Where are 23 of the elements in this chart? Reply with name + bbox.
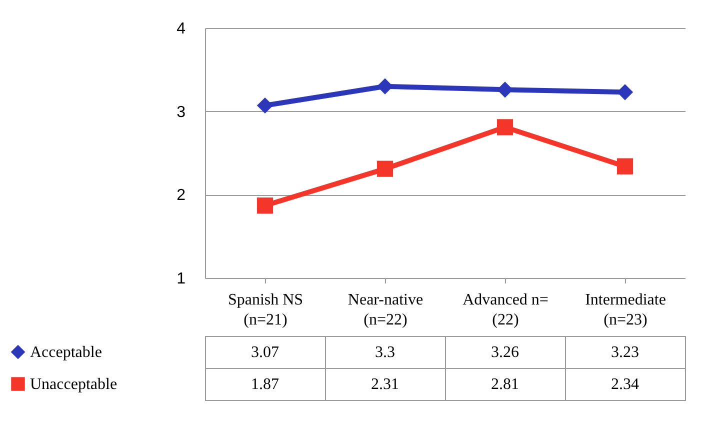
y-tick-label: 4 [176,20,186,38]
legend-label: Acceptable [30,344,102,361]
x-tick-label: Near-native (n=22) [348,292,424,328]
x-tick-label: Spanish NS (n=21) [228,292,304,328]
data-label: 2.34 [611,376,639,393]
point [376,160,394,177]
data-label: 3.26 [491,344,519,361]
data-label: 3.23 [611,344,639,361]
data-label: 2.31 [371,376,399,393]
data-label: 3.07 [251,344,279,361]
data-label: 3.3 [375,344,395,361]
point [256,97,274,114]
data-label: 2.81 [491,376,519,393]
y-tick-label: 1 [176,270,186,288]
point [496,119,514,136]
legend-label: Unacceptable [30,376,118,393]
x-tick-label: Intermediate (n=23) [585,292,666,328]
point [256,197,274,214]
data-label: 1.87 [251,376,279,393]
y-tick-label: 3 [176,104,186,121]
x-tick-label: Advanced n= (22) [462,292,548,328]
y-tick-label: 2 [176,187,186,204]
point [616,158,634,174]
